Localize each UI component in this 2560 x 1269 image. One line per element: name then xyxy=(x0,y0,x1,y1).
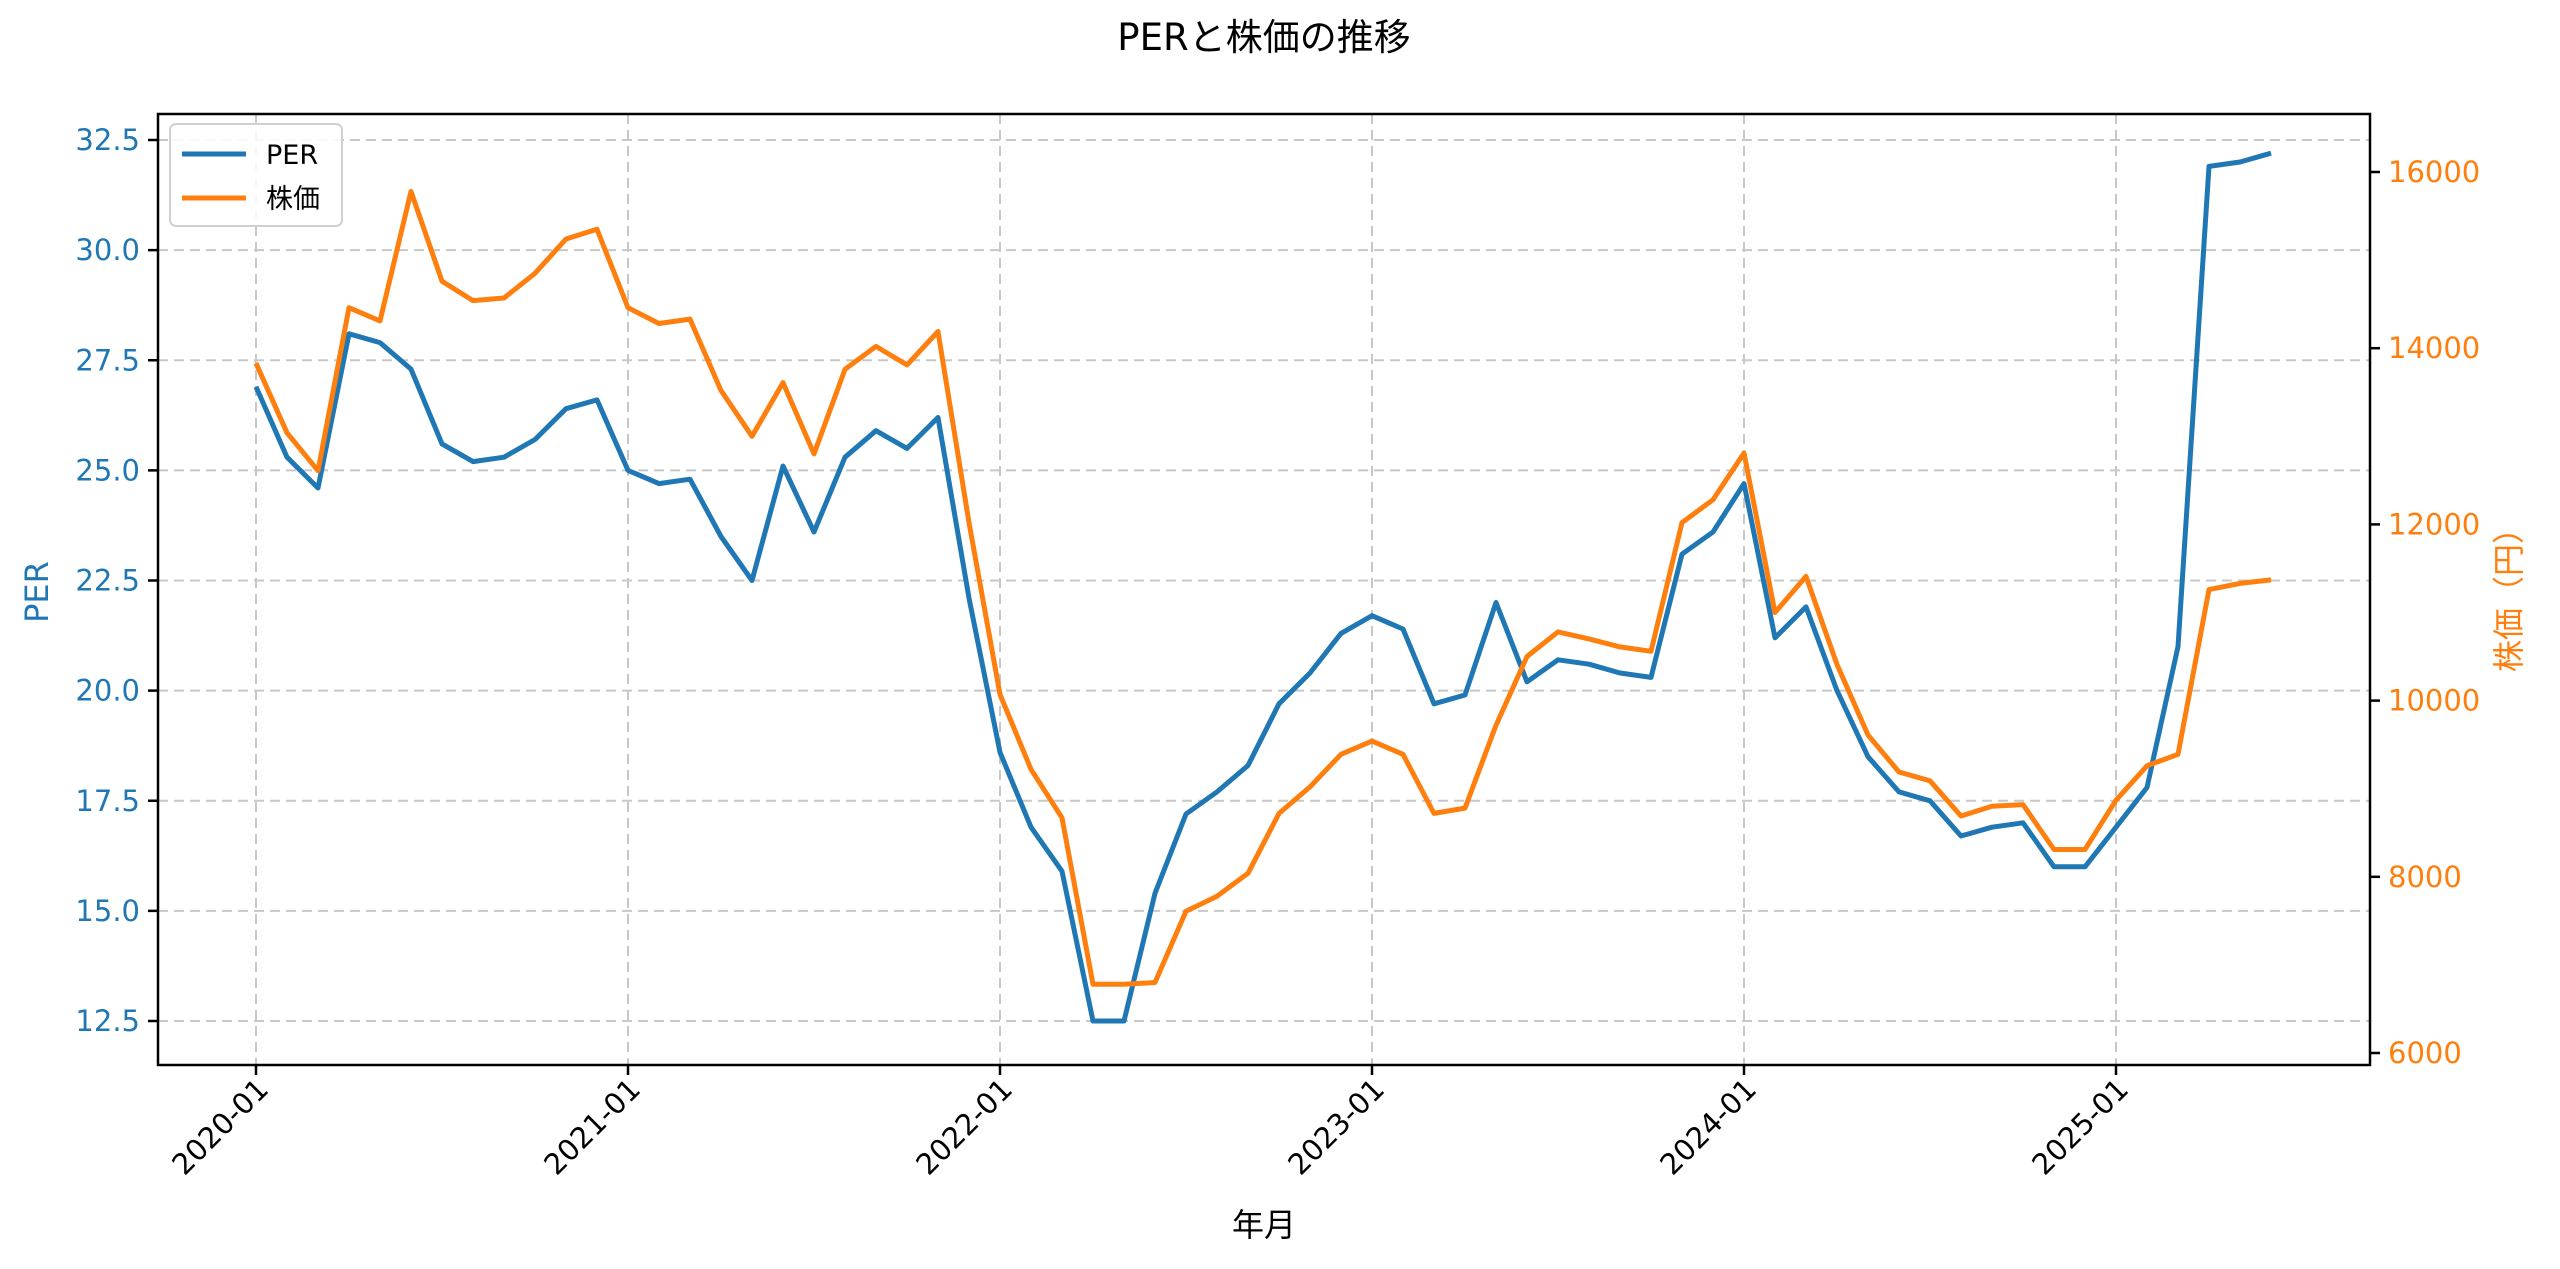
grid-lines xyxy=(158,114,2370,1065)
left-tick-label: 17.5 xyxy=(75,784,140,818)
x-axis: 2020-01 2021-01 2022-01 2023-01 2024-01 2025-… xyxy=(165,1065,2135,1182)
right-tick-label: 6000 xyxy=(2388,1036,2462,1070)
left-tick-label: 15.0 xyxy=(75,894,140,928)
x-tick-label: 2020-01 xyxy=(165,1072,275,1182)
x-axis-label: 年月 xyxy=(1232,1206,1296,1244)
left-tick-label: 30.0 xyxy=(75,233,140,267)
left-axis-label: PER xyxy=(18,561,56,623)
left-tick-label: 32.5 xyxy=(75,123,140,157)
plot-area-frame xyxy=(156,112,2372,1067)
right-tick-label: 14000 xyxy=(2388,331,2480,365)
right-y-axis: 6000 8000 10000 12000 14000 16000 xyxy=(2370,155,2480,1070)
left-tick-label: 12.5 xyxy=(75,1004,140,1038)
x-tick-label: 2023-01 xyxy=(1281,1072,1391,1182)
x-tick-label: 2021-01 xyxy=(537,1072,647,1182)
x-tick-label: 2025-01 xyxy=(2025,1072,2135,1182)
legend-price-label: 株価 xyxy=(266,184,320,215)
right-tick-label: 16000 xyxy=(2388,155,2480,189)
price-line xyxy=(253,188,2272,987)
right-tick-label: 8000 xyxy=(2388,860,2462,894)
right-tick-label: 12000 xyxy=(2388,507,2480,541)
legend-per-label: PER xyxy=(266,140,318,171)
x-tick-label: 2022-01 xyxy=(909,1072,1019,1182)
left-tick-label: 25.0 xyxy=(75,453,140,487)
left-y-axis: 12.5 15.0 17.5 20.0 22.5 25.0 27.5 30.0 32.5 xyxy=(75,123,158,1038)
left-tick-label: 20.0 xyxy=(75,674,140,708)
per-line xyxy=(253,150,2272,1024)
right-axis-label: 株価（円） xyxy=(2490,512,2528,672)
left-tick-label: 27.5 xyxy=(75,343,140,377)
x-tick-label: 2024-01 xyxy=(1653,1072,1763,1182)
data-series xyxy=(253,150,2272,1024)
left-tick-label: 22.5 xyxy=(75,564,140,598)
legend: PER 株価 xyxy=(169,123,343,227)
right-tick-label: 10000 xyxy=(2388,684,2480,718)
chart-title: PERと株価の推移 xyxy=(1117,16,1410,59)
